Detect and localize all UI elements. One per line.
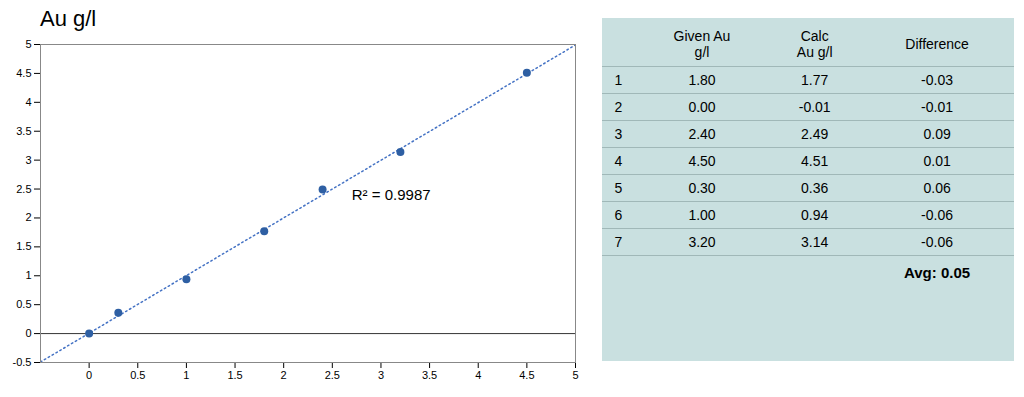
svg-text:3.5: 3.5 (422, 369, 437, 381)
html-text:0.94: 0.94 (801, 207, 829, 223)
html-text:7: 7 (614, 234, 623, 250)
html-text:0.00: 0.00 (688, 99, 716, 115)
svg-text:5: 5 (572, 369, 578, 381)
svg-text:0.5: 0.5 (16, 298, 31, 310)
html-text:1.77: 1.77 (801, 72, 829, 88)
html-text:3.14: 3.14 (801, 234, 829, 250)
svg-text:1.5: 1.5 (227, 369, 242, 381)
html-text:2.49: 2.49 (801, 126, 829, 142)
svg-text:0.5: 0.5 (130, 369, 145, 381)
html-text:4: 4 (614, 153, 623, 169)
svg-text:0: 0 (25, 327, 31, 339)
html-text:Difference: Difference (905, 36, 969, 52)
html-text:-0.06: -0.06 (921, 207, 953, 223)
svg-text:2: 2 (25, 211, 31, 223)
svg-text:1: 1 (183, 369, 189, 381)
svg-text:4.5: 4.5 (16, 67, 31, 79)
html-text:0.36: 0.36 (801, 180, 829, 196)
html-text:Avg: 0.05: Avg: 0.05 (904, 264, 971, 281)
svg-text:2.5: 2.5 (325, 369, 340, 381)
html-text:1.00: 1.00 (688, 207, 716, 223)
svg-text:2.5: 2.5 (16, 183, 31, 195)
svg-text:4.5: 4.5 (519, 369, 534, 381)
html-text:0.30: 0.30 (688, 180, 716, 196)
html-text:2: 2 (614, 99, 623, 115)
svg-text:2: 2 (281, 369, 287, 381)
svg-text:5: 5 (25, 38, 31, 50)
html-text:3.20: 3.20 (688, 234, 716, 250)
html-text:-0.03: -0.03 (921, 72, 953, 88)
svg-text:1: 1 (25, 269, 31, 281)
html-text:5: 5 (614, 180, 623, 196)
html-text:6: 6 (614, 207, 623, 223)
html-text:4.50: 4.50 (688, 153, 716, 169)
html-text:3: 3 (614, 126, 623, 142)
html-text:2.40: 2.40 (688, 126, 716, 142)
html-text:Au g/l: Au g/l (40, 6, 97, 31)
svg-text:4: 4 (25, 96, 31, 108)
html-text:Calc Au g/l: Calc Au g/l (796, 28, 833, 60)
html-text:0.09: 0.09 (923, 126, 951, 142)
html-text:1.80: 1.80 (688, 72, 716, 88)
svg-text:3.5: 3.5 (16, 125, 31, 137)
html-text:-0.01: -0.01 (921, 99, 953, 115)
html-text:1: 1 (614, 72, 623, 88)
svg-text:4: 4 (475, 369, 481, 381)
html-text:-0.06: -0.06 (921, 234, 953, 250)
svg-text:0: 0 (86, 369, 92, 381)
html-text:Given Au g/l: Given Au g/l (673, 28, 731, 60)
svg-text:3: 3 (25, 154, 31, 166)
svg-text:1.5: 1.5 (16, 240, 31, 252)
html-text:0.06: 0.06 (923, 180, 951, 196)
svg-text:-0.5: -0.5 (13, 356, 32, 368)
svg-text:R² = 0.9987: R² = 0.9987 (352, 186, 431, 203)
html-text:0.01: 0.01 (923, 153, 951, 169)
html-text:-0.01: -0.01 (798, 99, 831, 115)
html-text:4.51: 4.51 (801, 153, 829, 169)
svg-text:3: 3 (378, 369, 384, 381)
